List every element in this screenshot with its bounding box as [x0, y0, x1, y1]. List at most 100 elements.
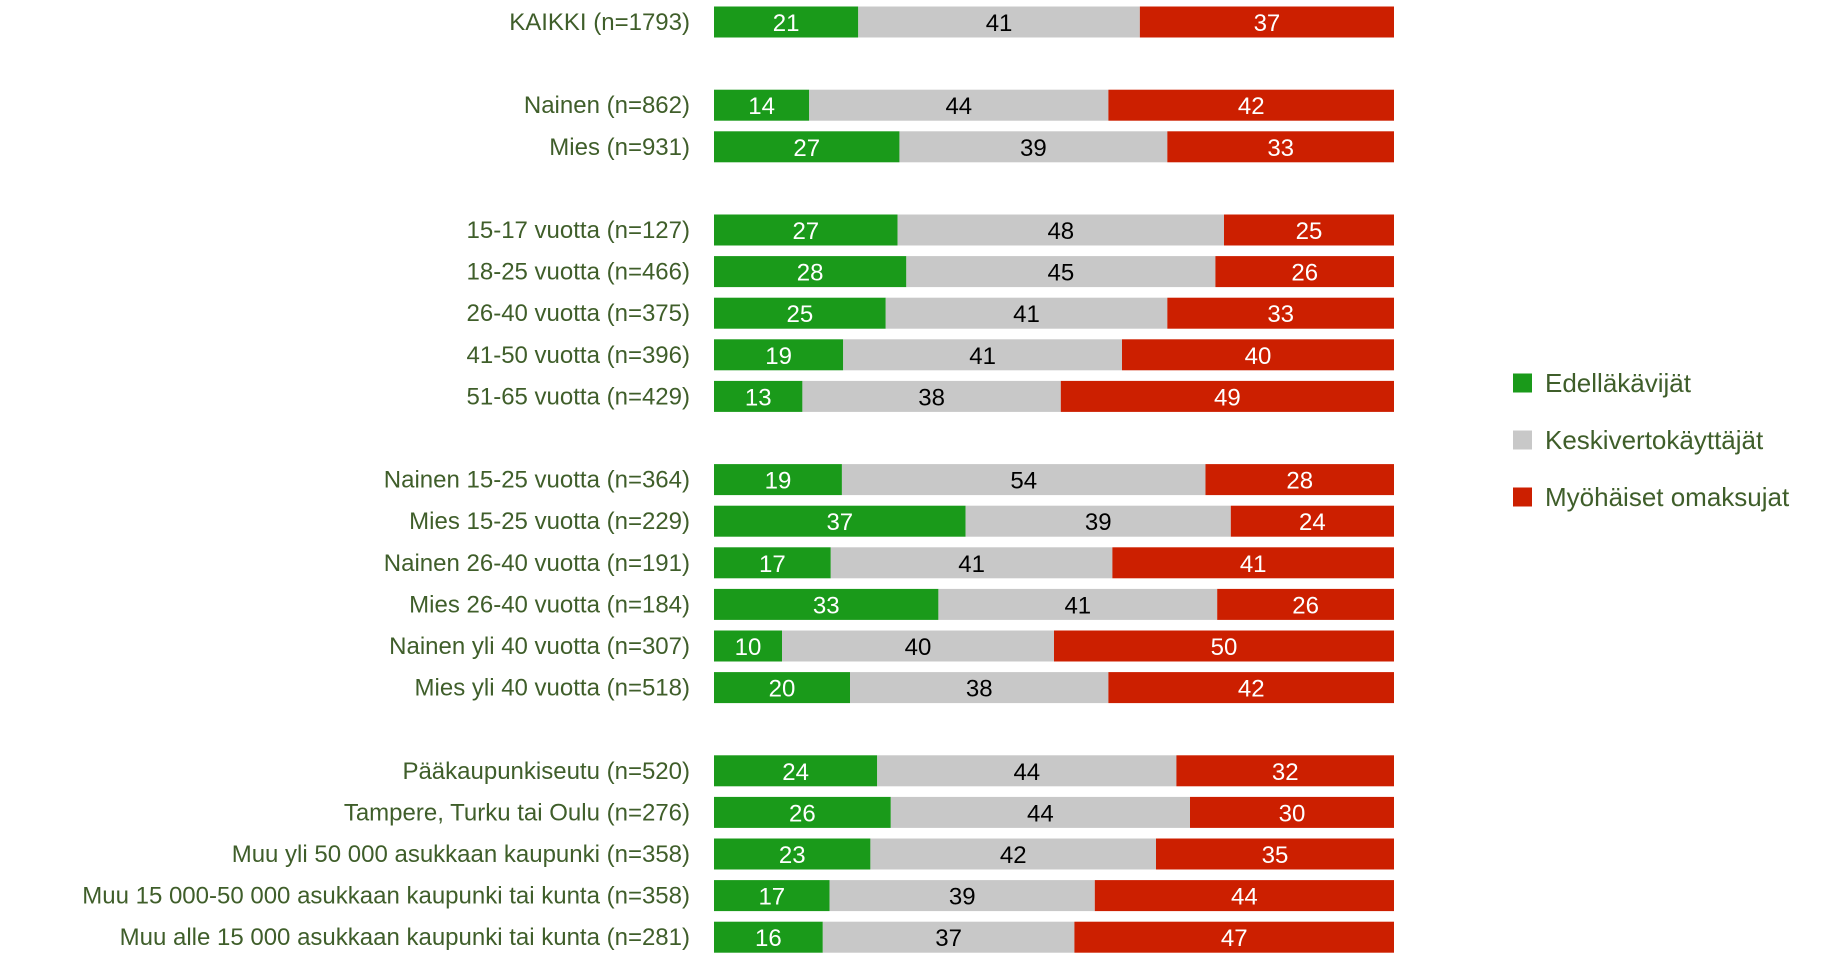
bar-segment-keskivertokayttajat [890, 796, 1190, 828]
category-label: Mies (n=931) [549, 134, 690, 161]
data-label-edellakavijat: 33 [813, 592, 840, 619]
data-label-keskivertokayttajat: 41 [958, 551, 985, 578]
bar-segment-myohaiset [1054, 630, 1394, 662]
data-label-keskivertokayttajat: 37 [935, 925, 962, 952]
bar-segment-keskivertokayttajat [830, 547, 1113, 579]
category-label: Mies 15-25 vuotta (n=229) [409, 508, 690, 535]
legend-swatch-myohaiset [1513, 487, 1532, 507]
bar-segment-keskivertokayttajat [841, 464, 1206, 496]
legend-label-myohaiset: Myöhäiset omaksujat [1545, 482, 1790, 512]
bar-segment-edellakavijat [714, 380, 803, 412]
bar-segment-edellakavijat [714, 131, 900, 163]
legend: Edelläkävijät Keskivertokäyttäjät Myöhäise… [1513, 368, 1790, 512]
category-label: 51-65 vuotta (n=429) [467, 383, 691, 410]
data-label-edellakavijat: 16 [755, 925, 782, 952]
data-label-myohaiset: 50 [1211, 634, 1238, 661]
data-label-myohaiset: 42 [1238, 93, 1265, 120]
bar-segment-myohaiset [1205, 464, 1394, 496]
bar-segment-myohaiset [1167, 131, 1394, 163]
data-label-edellakavijat: 13 [745, 384, 772, 411]
bar-segment-keskivertokayttajat [809, 89, 1109, 121]
bar-segment-keskivertokayttajat [877, 755, 1177, 787]
bar-segment-myohaiset [1215, 256, 1394, 288]
bar-segment-myohaiset [1060, 380, 1394, 412]
data-label-keskivertokayttajat: 44 [945, 93, 972, 120]
data-label-edellakavijat: 27 [792, 218, 819, 245]
bar-segment-keskivertokayttajat [899, 131, 1168, 163]
bar-segment-edellakavijat [714, 755, 878, 787]
data-label-keskivertokayttajat: 41 [1013, 301, 1040, 328]
data-label-edellakavijat: 19 [765, 468, 792, 495]
data-label-myohaiset: 26 [1292, 592, 1319, 619]
data-label-keskivertokayttajat: 44 [1027, 800, 1054, 827]
bar-segment-keskivertokayttajat [870, 838, 1156, 870]
data-label-edellakavijat: 24 [782, 759, 809, 786]
data-label-edellakavijat: 27 [793, 135, 820, 162]
data-label-keskivertokayttajat: 39 [949, 884, 976, 911]
bar-segment-edellakavijat [714, 339, 844, 371]
bar-segment-edellakavijat [714, 588, 939, 620]
bar-segment-myohaiset [1224, 214, 1394, 246]
bar-segment-keskivertokayttajat [822, 921, 1075, 953]
bar-segment-myohaiset [1108, 89, 1394, 121]
bar-segment-myohaiset [1190, 796, 1394, 828]
bar-segment-keskivertokayttajat [829, 880, 1095, 912]
category-label: Muu yli 50 000 asukkaan kaupunki (n=358) [232, 841, 690, 868]
legend-label-keskivertokayttajat: Keskivertokäyttäjät [1545, 425, 1764, 455]
bar-segment-myohaiset [1230, 505, 1394, 537]
bar-segment-myohaiset [1112, 547, 1394, 579]
bar-segment-myohaiset [1139, 6, 1394, 38]
bar-segment-edellakavijat [714, 672, 850, 704]
data-label-keskivertokayttajat: 54 [1010, 468, 1037, 495]
bar-segment-keskivertokayttajat [906, 256, 1216, 288]
bar-segment-edellakavijat [714, 464, 842, 496]
data-label-myohaiset: 40 [1245, 343, 1272, 370]
bar-segment-keskivertokayttajat [965, 505, 1231, 537]
data-label-edellakavijat: 25 [787, 301, 814, 328]
bar-segment-keskivertokayttajat [802, 380, 1061, 412]
data-label-edellakavijat: 21 [773, 10, 800, 37]
bar-segment-edellakavijat [714, 547, 831, 579]
legend-label-edellakavijat: Edelläkävijät [1545, 368, 1692, 398]
category-label: Mies yli 40 vuotta (n=518) [415, 675, 690, 702]
category-label: 41-50 vuotta (n=396) [467, 342, 691, 369]
data-label-myohaiset: 35 [1262, 842, 1289, 869]
bar-segment-myohaiset [1217, 588, 1394, 620]
category-label: Muu alle 15 000 asukkaan kaupunki tai ku… [120, 924, 690, 951]
category-label: Nainen 15-25 vuotta (n=364) [384, 467, 690, 494]
bar-segment-edellakavijat [714, 796, 891, 828]
category-label: Muu 15 000-50 000 asukkaan kaupunki tai … [82, 883, 690, 910]
category-label: 15-17 vuotta (n=127) [467, 217, 691, 244]
data-label-edellakavijat: 10 [735, 634, 762, 661]
data-label-edellakavijat: 28 [797, 260, 824, 287]
category-label: 26-40 vuotta (n=375) [467, 300, 691, 327]
data-label-myohaiset: 42 [1238, 676, 1265, 703]
data-label-myohaiset: 30 [1279, 800, 1306, 827]
bar-segment-edellakavijat [714, 214, 898, 246]
data-label-edellakavijat: 20 [769, 676, 796, 703]
data-label-myohaiset: 44 [1231, 884, 1258, 911]
category-label: Pääkaupunkiseutu (n=520) [402, 758, 690, 785]
data-label-myohaiset: 25 [1296, 218, 1323, 245]
data-label-keskivertokayttajat: 45 [1048, 260, 1075, 287]
bar-segment-myohaiset [1176, 755, 1394, 787]
bar-segment-myohaiset [1108, 672, 1394, 704]
data-label-myohaiset: 37 [1254, 10, 1281, 37]
data-label-myohaiset: 32 [1272, 759, 1299, 786]
data-label-myohaiset: 49 [1214, 384, 1241, 411]
bar-segment-myohaiset [1122, 339, 1394, 371]
data-label-keskivertokayttajat: 39 [1085, 509, 1112, 536]
bar-segment-edellakavijat [714, 256, 907, 288]
data-label-edellakavijat: 14 [748, 93, 775, 120]
data-label-keskivertokayttajat: 41 [986, 10, 1013, 37]
category-label: Nainen (n=862) [524, 92, 690, 119]
bar-segment-edellakavijat [714, 297, 886, 329]
bar-segment-keskivertokayttajat [782, 630, 1054, 662]
data-label-keskivertokayttajat: 41 [969, 343, 996, 370]
bar-segment-edellakavijat [714, 838, 871, 870]
bar-segment-edellakavijat [714, 880, 830, 912]
category-label: Nainen yli 40 vuotta (n=307) [389, 633, 690, 660]
legend-swatch-edellakavijat [1513, 373, 1532, 393]
